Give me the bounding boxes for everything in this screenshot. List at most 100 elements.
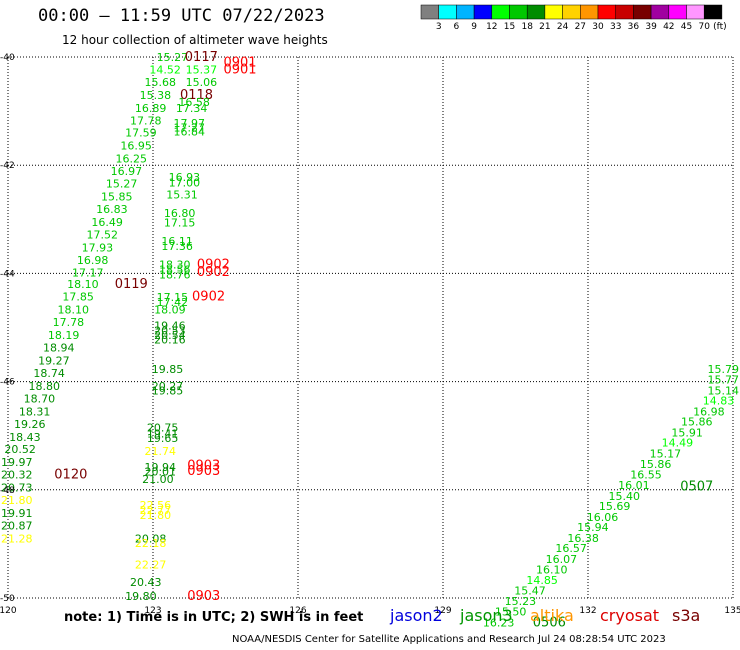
lat-tick-label: -42 <box>0 161 15 171</box>
pass-time-label: 0507 <box>680 480 713 495</box>
colorbar-swatch <box>509 4 528 20</box>
wave-height-label: 19.97 <box>1 456 33 469</box>
wave-height-label: 16.98 <box>693 405 725 418</box>
wave-height-label: 16.93 <box>169 171 201 184</box>
wave-height-label: 18.80 <box>29 380 61 393</box>
wave-height-label: 15.69 <box>599 500 631 513</box>
wave-height-label: 15.38 <box>140 89 172 102</box>
wave-height-label: 17.34 <box>176 102 208 115</box>
wave-height-label: 15.86 <box>640 458 672 471</box>
wave-height-label: 17.15 <box>164 217 196 230</box>
wave-height-label: 19.91 <box>1 507 33 520</box>
wave-height-label: 21.74 <box>145 445 177 458</box>
wave-height-label: 20.16 <box>154 333 186 346</box>
wave-height-label: 15.17 <box>650 448 682 461</box>
pass-time-label: 0903 <box>187 464 220 479</box>
colorbar-swatch <box>668 4 687 20</box>
wave-height-label: 18.19 <box>48 329 80 342</box>
wave-height-label: 16.58 <box>178 96 210 109</box>
wave-height-label: 15.94 <box>577 521 609 534</box>
colorbar-swatch <box>597 4 616 20</box>
legend-jason3: jason3 <box>460 606 513 625</box>
colorbar-swatch <box>438 4 457 20</box>
wave-height-label: 14.83 <box>703 395 735 408</box>
colorbar-swatch <box>491 4 510 20</box>
wave-height-label: 17.15 <box>157 291 189 304</box>
wave-height-label: 15.31 <box>166 188 198 201</box>
colorbar-swatch <box>633 4 652 20</box>
wave-height-label: 22.18 <box>135 537 167 550</box>
lat-tick-label: -50 <box>0 594 15 604</box>
wave-height-label: 16.07 <box>546 553 578 566</box>
wave-height-label: 14.49 <box>662 437 694 450</box>
wave-height-label: 18.94 <box>43 342 75 355</box>
pass-time-label: 0117 <box>185 50 218 65</box>
wave-height-label: 16.10 <box>536 563 568 576</box>
wave-height-label: 19.85 <box>152 384 184 397</box>
note-text: note: 1) Time is in UTC; 2) SWH is in fe… <box>64 610 364 625</box>
lon-tick-label: 129 <box>434 606 451 616</box>
wave-height-label: 21.00 <box>142 473 174 486</box>
colorbar-swatch <box>473 4 493 20</box>
wave-height-label: 15.47 <box>514 584 546 597</box>
axis-tick-labels: 120 123 126 129 132 135 -40 -42 -44 -46 -48 -50 <box>0 53 740 616</box>
colorbar-label: 33 <box>610 22 621 32</box>
wave-height-label: 17.85 <box>62 291 94 304</box>
wave-height-label: 20.43 <box>130 576 162 589</box>
wave-height-label: 16.01 <box>618 479 650 492</box>
colorbar-label: 45 <box>681 22 692 32</box>
wave-height-label: 20.52 <box>4 443 36 456</box>
wave-height-label: 15.50 <box>495 606 527 619</box>
wave-height-label: 17.42 <box>157 296 189 309</box>
colorbar-label: 18 <box>521 22 533 32</box>
wave-height-label: 22.56 <box>140 499 172 512</box>
wave-height-label: 15.68 <box>145 76 177 89</box>
legend-jason2: jason2 <box>390 606 443 625</box>
wave-height-label: 16.25 <box>116 153 148 166</box>
wave-height-label: 15.85 <box>101 191 133 204</box>
wave-height-label: 15.27 <box>157 51 189 64</box>
wave-height-label: 16.23 <box>483 616 515 629</box>
colorbar-swatch <box>650 4 670 20</box>
wave-height-label: 17.17 <box>72 266 104 279</box>
wave-height-label: 15.91 <box>671 426 703 439</box>
colorbar-swatch <box>420 4 439 20</box>
colorbar-label: 3 <box>436 22 442 32</box>
colorbar-swatch <box>686 4 705 20</box>
colorbar-label: 24 <box>557 22 569 32</box>
wave-height-label: 21.28 <box>1 532 33 545</box>
lon-tick-label: 135 <box>724 606 740 616</box>
wave-height-label: 19.85 <box>152 363 184 376</box>
lat-tick-label: -48 <box>0 486 15 496</box>
colorbar-label: 21 <box>539 22 550 32</box>
colorbar-swatch <box>562 4 581 20</box>
wave-height-label: 16.57 <box>555 542 587 555</box>
legend-altika: altika <box>530 606 574 625</box>
wave-height-label: 16.97 <box>111 165 143 178</box>
wave-height-label: 20.75 <box>147 422 179 435</box>
colorbar-label: 12 <box>486 22 497 32</box>
wave-height-label: 18.56 <box>159 264 191 277</box>
wave-height-label: 16.89 <box>135 102 167 115</box>
pass-time-label: 0903 <box>187 589 220 604</box>
wave-height-label: 16.98 <box>77 254 109 267</box>
colorbar-label: 6 <box>454 22 460 32</box>
wave-height-label: 19.80 <box>125 590 157 603</box>
wave-height-label: 18.30 <box>159 259 191 272</box>
wave-height-label: 16.84 <box>174 126 206 139</box>
colorbar-swatch <box>703 4 723 20</box>
pass-time-label: 0118 <box>180 88 213 103</box>
wave-height-label: 18.74 <box>33 367 65 380</box>
wave-height-label: 20.87 <box>1 520 33 533</box>
pass-time-label: 0902 <box>192 290 225 305</box>
pass-time-label: 0902 <box>197 258 230 273</box>
colorbar-label: 15 <box>504 22 515 32</box>
wave-height-label: 16.38 <box>567 532 599 545</box>
colorbar-swatch <box>544 4 563 20</box>
wave-height-label: 15.40 <box>609 490 641 503</box>
wave-height-label: 19.26 <box>14 418 46 431</box>
wave-height-label: 16.55 <box>630 469 662 482</box>
colorbar-swatch <box>615 4 634 20</box>
wave-height-label: 19.94 <box>145 461 177 474</box>
